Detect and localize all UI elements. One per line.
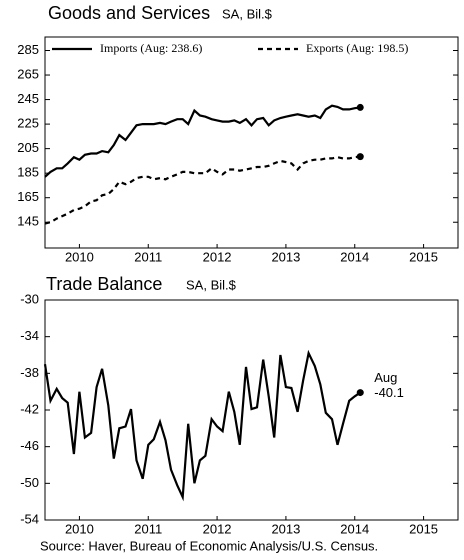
y-tick-label: 145	[17, 214, 39, 229]
chart-subtitle: SA, Bil.$	[186, 277, 237, 292]
x-tick-label: 2015	[409, 521, 438, 536]
plot-frame	[44, 36, 459, 249]
annotation: Aug	[374, 370, 397, 385]
series-line	[44, 155, 361, 225]
x-tick-label: 2010	[65, 521, 94, 536]
x-tick-label: 2010	[65, 249, 94, 264]
y-tick-label: 285	[17, 42, 39, 57]
legend-label: Exports (Aug: 198.5)	[306, 41, 408, 55]
end-point	[356, 103, 364, 111]
x-tick-label: 2013	[271, 521, 300, 536]
y-tick-label: -30	[20, 291, 39, 306]
x-tick-label: 2014	[340, 249, 369, 264]
y-tick-label: -54	[20, 511, 39, 526]
y-tick-label: 205	[17, 140, 39, 155]
chart-subtitle: SA, Bil.$	[222, 6, 273, 21]
annotation: -40.1	[374, 385, 404, 400]
chart-title: Goods and Services	[48, 3, 210, 23]
x-tick-label: 2013	[271, 249, 300, 264]
y-tick-label: -50	[20, 475, 39, 490]
x-tick-label: 2012	[203, 249, 232, 264]
source: Source: Haver, Bureau of Economic Analys…	[40, 538, 378, 553]
series-line	[44, 104, 361, 178]
y-tick-label: 185	[17, 165, 39, 180]
y-tick-label: -42	[20, 401, 39, 416]
series-line	[43, 349, 361, 502]
y-tick-label: 245	[17, 91, 39, 106]
y-tick-label: 165	[17, 189, 39, 204]
x-tick-label: 2014	[340, 521, 369, 536]
legend-label: Imports (Aug: 238.6)	[100, 41, 202, 55]
y-tick-label: 225	[17, 116, 39, 131]
x-tick-label: 2015	[409, 249, 438, 264]
y-tick-label: -46	[20, 438, 39, 453]
x-tick-label: 2012	[203, 521, 232, 536]
end-point	[356, 153, 364, 161]
y-tick-label: -38	[20, 365, 39, 380]
chart-title: Trade Balance	[46, 274, 162, 294]
x-tick-label: 2011	[134, 249, 162, 264]
end-point	[356, 389, 364, 397]
y-tick-label: 265	[17, 66, 39, 81]
y-tick-label: -34	[20, 328, 39, 343]
x-tick-label: 2011	[134, 521, 162, 536]
